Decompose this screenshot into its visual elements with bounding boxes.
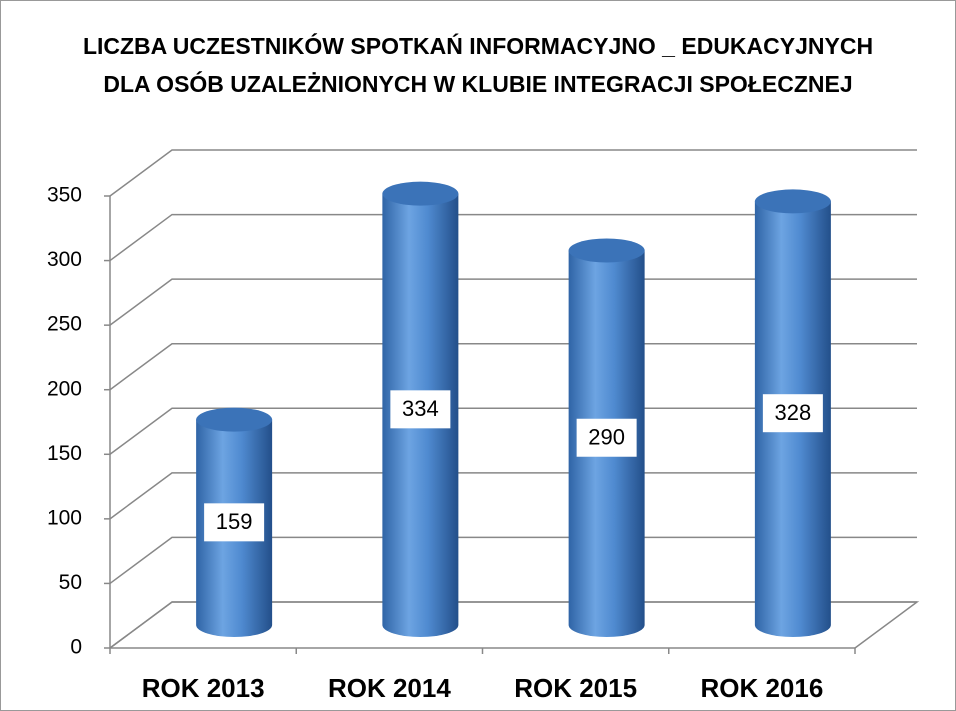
cylinder-top (568, 238, 645, 263)
grid-line (109, 601, 917, 649)
chart-title: DLA OSÓB UZALEŻNIONYCH W KLUBIE INTEGRAC… (103, 70, 852, 97)
y-tick-label: 200 (47, 377, 82, 400)
value-label: 334 (402, 396, 439, 421)
value-label: 290 (588, 425, 625, 450)
y-tick-label: 150 (47, 442, 82, 465)
grid-line (109, 472, 917, 520)
grid-line (109, 536, 917, 585)
y-tick-label: 300 (47, 248, 82, 271)
x-tick-label: ROK 2013 (142, 673, 265, 703)
grid-line (109, 149, 917, 197)
grid-line (109, 342, 917, 391)
y-tick-label: 100 (47, 506, 82, 529)
value-label-box (576, 418, 637, 457)
y-tick-label: 0 (70, 636, 82, 659)
value-label: 328 (775, 400, 812, 425)
cylinder-top (382, 181, 459, 206)
grid-line (109, 278, 917, 326)
x-tick-label: ROK 2016 (700, 673, 823, 703)
y-tick-label: 50 (59, 571, 82, 594)
y-tick-label: 350 (47, 184, 82, 207)
x-tick-label: ROK 2015 (514, 673, 637, 703)
value-label-box (762, 394, 823, 433)
value-label: 159 (216, 509, 253, 534)
grid-line (109, 213, 917, 262)
cylinder-top (754, 189, 831, 214)
value-label-box (204, 503, 265, 542)
y-tick-label: 250 (47, 313, 82, 336)
chart-title: LICZBA UCZESTNIKÓW SPOTKAŃ INFORMACYJNO … (83, 32, 873, 59)
cylinder-top (196, 407, 273, 432)
x-tick-label: ROK 2014 (328, 673, 451, 703)
grid-line (109, 407, 917, 455)
value-label-box (390, 390, 451, 429)
